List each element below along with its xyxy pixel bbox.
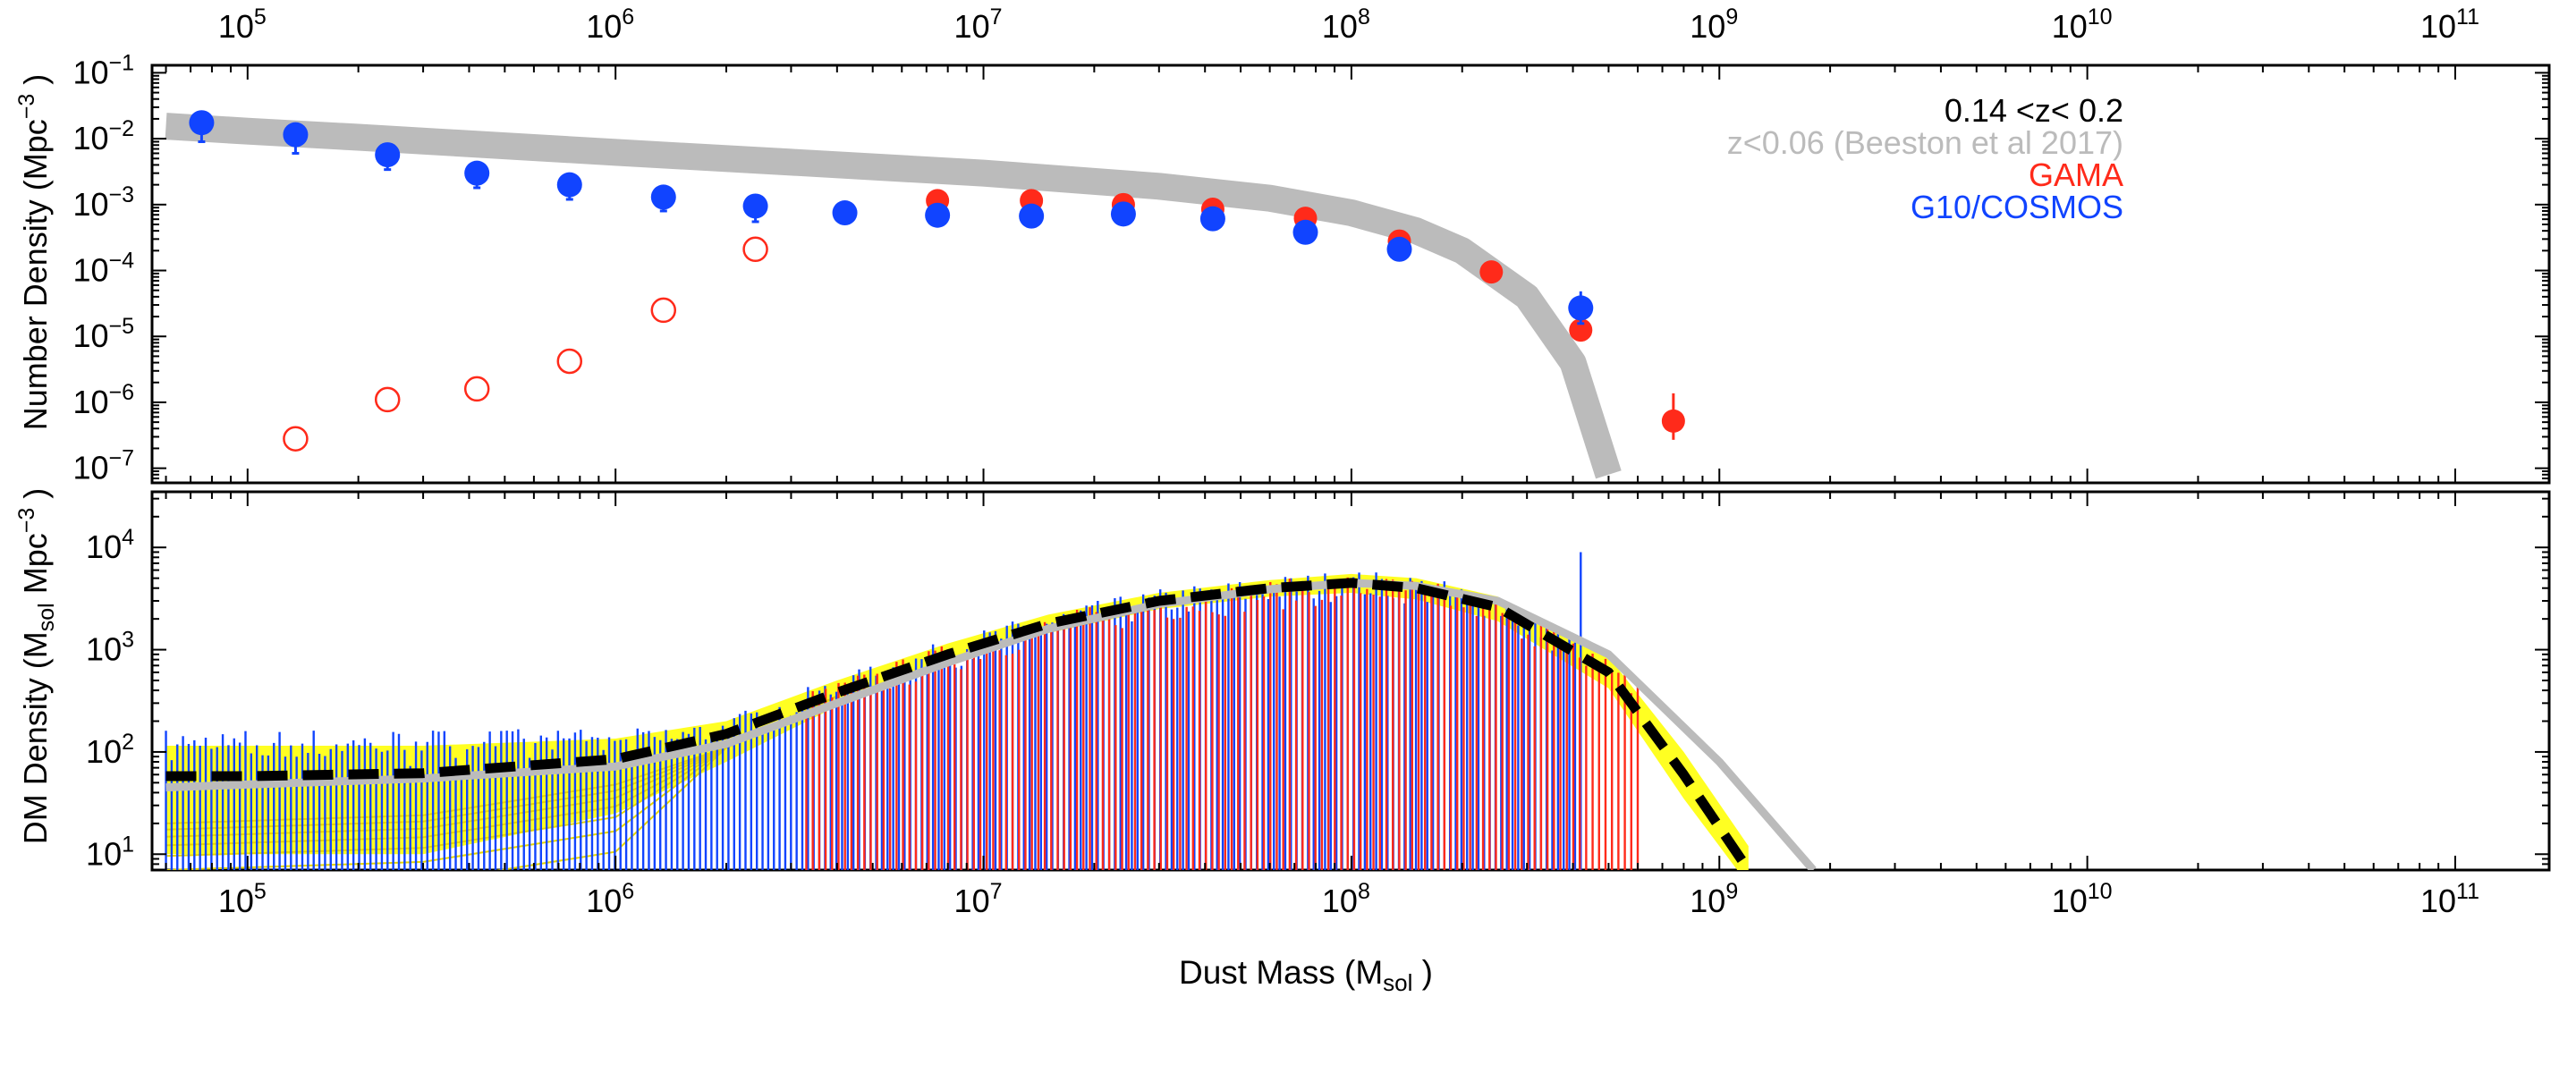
gama-open-point [650,297,677,324]
axes: 105 105 106 106 107 107 108 108 109 109 1010 1010 10… [72,4,2549,919]
x-tick-label-top: 106 [586,4,634,45]
legend-gama: GAMA [2029,156,2123,193]
legend: 0.14 <z< 0.2 z<0.06 (Beeston et al 2017)… [1727,92,2123,225]
cosmos-point [925,202,951,228]
cosmos-point [1019,203,1045,229]
x-tick-label-bottom: 106 [586,879,634,919]
x-tick-label-top: 1011 [2420,4,2479,45]
cosmos-point [1110,201,1136,227]
cosmos-point [1199,206,1225,232]
x-tick-label-bottom: 109 [1690,879,1738,919]
x-tick-label-top: 107 [954,4,1003,45]
y-tick-label-bottom: 102 [86,730,134,770]
x-tick-label-top: 1010 [2052,4,2113,45]
legend-beeston: z<0.06 (Beeston et al 2017) [1727,124,2123,161]
y-tick-label-top: 10−4 [72,249,134,289]
uncertainty-band [165,573,1749,870]
cosmos-point [556,172,582,198]
fit-curve [165,578,1753,870]
y-tick-label-bottom: 101 [86,832,134,872]
gama-open-point [283,426,309,452]
x-tick-label-top: 108 [1322,4,1370,45]
x-tick-label-top: 105 [218,4,267,45]
y-tick-label-top: 10−7 [72,446,134,486]
x-tick-label-bottom: 108 [1322,879,1370,919]
top-panel-data [165,110,1685,479]
legend-redshift: 0.14 <z< 0.2 [1945,92,2123,129]
y-tick-label-top: 10−6 [72,380,134,420]
top-panel-frame [150,63,2551,485]
y-tick-label-top: 10−5 [72,314,134,354]
gama-open-point [463,376,490,402]
y-axis-label-top: Number Density (Mpc−3 ) [14,74,54,431]
gama-point [1569,318,1593,342]
x-tick-label-bottom: 1010 [2052,879,2113,919]
legend-cosmos: G10/COSMOS [1911,189,2123,225]
cosmos-point [1568,295,1594,321]
x-tick-label-bottom: 107 [954,879,1003,919]
y-tick-label-top: 10−1 [72,50,134,90]
beeston-band [165,113,1622,479]
cosmos-point [283,122,309,148]
gama-point [1479,260,1504,284]
gama-open-point [742,236,768,263]
y-tick-label-bottom: 104 [86,525,134,565]
cosmos-point [1292,219,1318,245]
gama-open-point [374,386,401,413]
y-axis-label-bottom: DM Density (Msol Mpc−3 ) [14,488,59,845]
gama-open-point [556,348,583,375]
cosmos-point [189,110,215,136]
y-tick-label-top: 10−3 [72,182,134,223]
y-tick-label-bottom: 103 [86,628,134,668]
x-tick-label-bottom: 105 [218,879,267,919]
cosmos-point [742,193,768,219]
x-axis-label: Dust Mass (Msol ) [1179,954,1433,996]
gama-point [1661,409,1685,433]
x-tick-label-top: 109 [1690,4,1738,45]
bottom-panel-data [165,552,1817,870]
cosmos-point [650,184,676,210]
x-tick-label-bottom: 1011 [2420,879,2479,919]
cosmos-point [832,200,858,226]
cosmos-point [375,142,401,168]
y-tick-label-top: 10−2 [72,116,134,156]
cosmos-point [464,160,490,186]
cosmos-point [1386,236,1412,262]
